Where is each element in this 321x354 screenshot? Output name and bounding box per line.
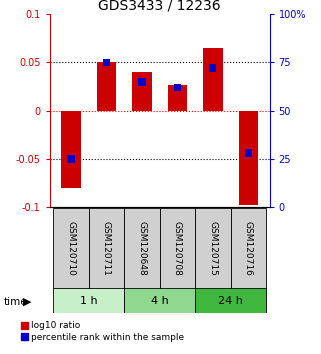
Bar [61,110,81,188]
Legend: log10 ratio, percentile rank within the sample: log10 ratio, percentile rank within the … [21,321,185,342]
Bar [138,78,145,86]
Text: time: time [3,297,27,307]
Bar [174,84,181,91]
Bar [209,64,216,72]
Text: GSM120708: GSM120708 [173,221,182,276]
Text: GSM120711: GSM120711 [102,221,111,276]
FancyBboxPatch shape [195,208,230,289]
Bar [67,155,74,163]
Bar [97,62,116,110]
Text: GSM120648: GSM120648 [137,221,146,275]
Title: GDS3433 / 12236: GDS3433 / 12236 [98,0,221,13]
Bar [203,48,223,110]
Text: ▶: ▶ [23,297,31,307]
Bar [245,149,252,157]
FancyBboxPatch shape [195,288,266,313]
Bar [168,85,187,110]
Bar [103,58,110,66]
FancyBboxPatch shape [89,208,124,289]
Text: 1 h: 1 h [80,296,98,306]
FancyBboxPatch shape [230,208,266,289]
FancyBboxPatch shape [53,208,89,289]
FancyBboxPatch shape [124,208,160,289]
Text: GSM120715: GSM120715 [208,221,217,276]
Text: 24 h: 24 h [218,296,243,306]
Bar [239,110,258,205]
Text: GSM120716: GSM120716 [244,221,253,276]
Text: 4 h: 4 h [151,296,169,306]
Bar [132,72,152,110]
Text: GSM120710: GSM120710 [66,221,75,276]
FancyBboxPatch shape [124,288,195,313]
FancyBboxPatch shape [160,208,195,289]
FancyBboxPatch shape [53,288,124,313]
